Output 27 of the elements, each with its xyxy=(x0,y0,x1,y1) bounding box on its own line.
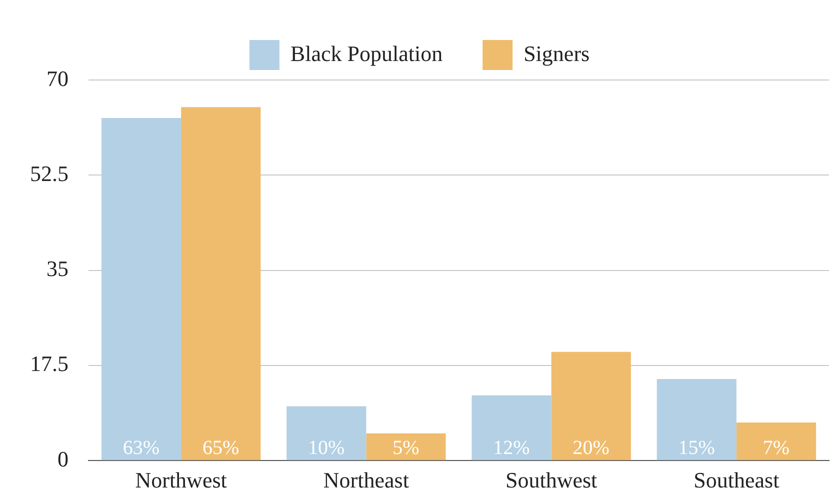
y-tick-label: 35 xyxy=(46,256,68,282)
data-label: 5% xyxy=(392,436,420,459)
bar xyxy=(656,379,736,460)
x-tick-label: Southwest xyxy=(505,468,598,493)
data-label: 10% xyxy=(308,436,345,459)
data-label: 12% xyxy=(493,436,530,459)
data-label: 20% xyxy=(572,436,610,459)
x-tick-label: Northwest xyxy=(135,468,227,493)
y-tick-label: 0 xyxy=(58,446,68,472)
bar xyxy=(101,118,182,460)
y-tick-label: 52.5 xyxy=(30,160,68,186)
data-label: 15% xyxy=(678,436,715,459)
x-tick-label: Northeast xyxy=(323,468,409,493)
data-label: 7% xyxy=(762,436,790,459)
bar xyxy=(181,107,261,460)
bar xyxy=(366,433,446,460)
bar xyxy=(736,422,816,460)
data-label: 65% xyxy=(202,436,240,459)
bar xyxy=(286,406,366,460)
legend-label: Black Population xyxy=(290,40,443,66)
legend-label: Signers xyxy=(524,40,590,66)
x-tick-label: Southeast xyxy=(694,468,780,493)
bar xyxy=(551,352,631,460)
bar xyxy=(472,395,552,460)
y-tick-label: 17.5 xyxy=(30,351,68,376)
data-label: 63% xyxy=(122,436,160,459)
y-tick-label: 70 xyxy=(46,66,68,91)
